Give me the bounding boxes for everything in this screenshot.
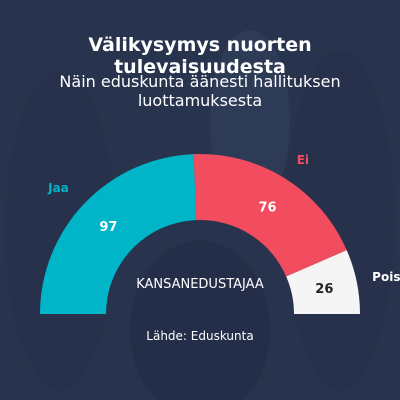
- center-label: KANSANEDUSTAJAA: [136, 277, 264, 292]
- slice-ei: [193, 154, 347, 277]
- category-label-jaa: Jaa: [47, 181, 69, 195]
- chart-title: Välikysymys nuorten tulevaisuudesta: [88, 34, 312, 78]
- category-label-ei: Ei: [297, 153, 309, 167]
- value-label-poissa: 26: [315, 282, 333, 297]
- category-label-poissa: Poissa: [372, 270, 400, 284]
- value-label-ei: 76: [258, 200, 276, 215]
- slice-jaa: [40, 154, 197, 314]
- chart-subtitle: Näin eduskunta äänesti hallituksen luott…: [59, 72, 341, 110]
- value-label-jaa: 97: [99, 220, 117, 235]
- slice-poissa: [286, 250, 360, 314]
- source-note: Lähde: Eduskunta: [146, 329, 254, 343]
